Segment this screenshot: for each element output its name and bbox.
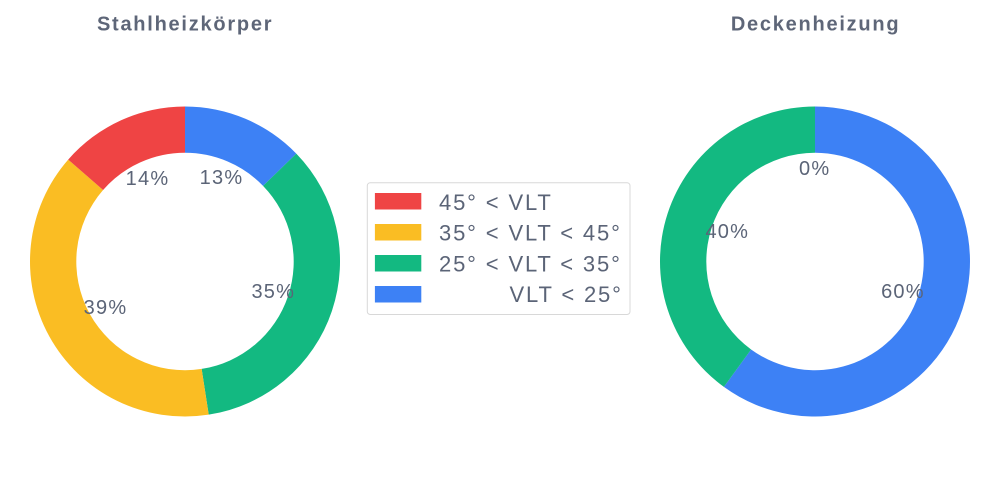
svg-text:Stahlheizkörper: Stahlheizkörper xyxy=(97,14,273,36)
svg-text:60%: 60% xyxy=(881,281,925,303)
svg-text:0%: 0% xyxy=(799,158,830,180)
svg-text:13%: 13% xyxy=(200,167,244,189)
svg-text:VLT < 25°: VLT < 25° xyxy=(509,282,622,307)
svg-text:45° < VLT: 45° < VLT xyxy=(439,190,553,215)
svg-text:35%: 35% xyxy=(251,281,295,303)
svg-text:Deckenheizung: Deckenheizung xyxy=(731,14,900,36)
svg-text:39%: 39% xyxy=(84,297,128,319)
svg-text:14%: 14% xyxy=(126,168,170,190)
svg-text:35° < VLT < 45°: 35° < VLT < 45° xyxy=(439,221,622,246)
svg-text:25° < VLT < 35°: 25° < VLT < 35° xyxy=(439,251,622,276)
svg-text:40%: 40% xyxy=(705,221,749,243)
